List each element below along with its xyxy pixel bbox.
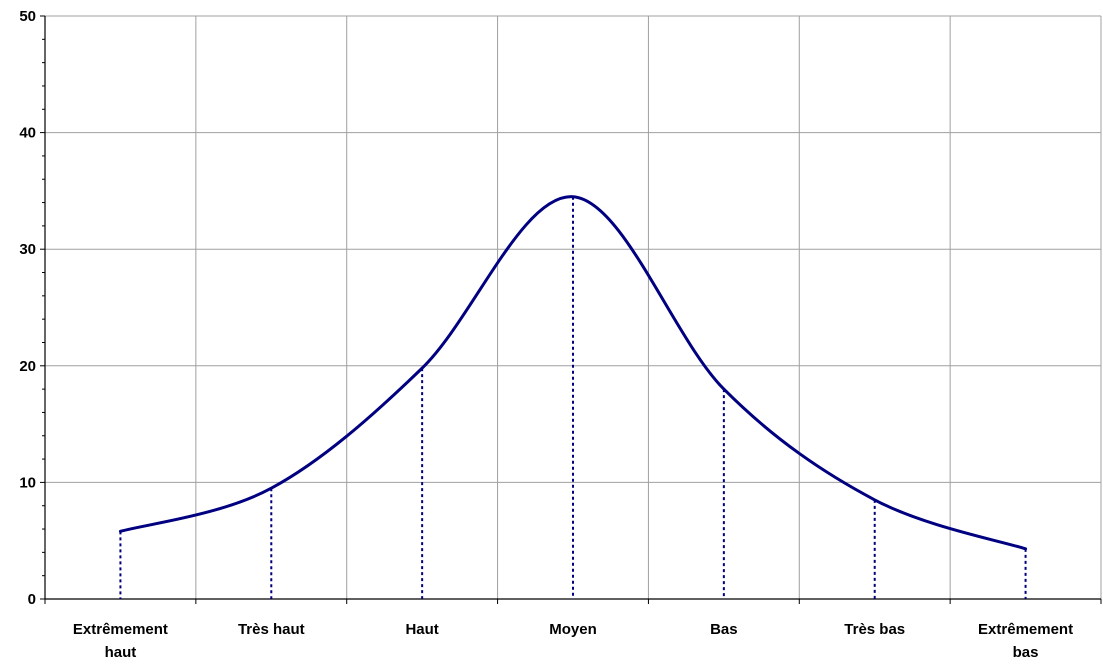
x-tick-label: Moyen	[549, 621, 597, 638]
y-tick-label: 30	[19, 241, 36, 258]
y-tick-labels: 0 10 20 30 40 50	[19, 8, 36, 608]
series-group	[118, 195, 1028, 551]
y-tick-label: 10	[19, 474, 36, 491]
grid-lines	[45, 15, 1102, 599]
x-tick-labels: Extrêmement haut Très haut Haut Moyen Bas Très…	[73, 621, 1073, 661]
x-tick-label: Extrêmement haut	[73, 621, 168, 661]
x-tick-label: Haut	[405, 621, 438, 638]
x-tick-label: Bas	[710, 621, 738, 638]
x-tick-label: Très bas	[844, 621, 905, 638]
drop-lines	[119, 196, 1027, 599]
y-tick-label: 0	[28, 591, 36, 608]
x-tick-label: Extrêmement bas	[978, 621, 1073, 661]
axes	[40, 15, 1102, 604]
y-tick-label: 20	[19, 358, 36, 375]
y-tick-label: 50	[19, 8, 36, 25]
x-tick-label: Très haut	[238, 621, 305, 638]
y-tick-label: 40	[19, 125, 36, 142]
